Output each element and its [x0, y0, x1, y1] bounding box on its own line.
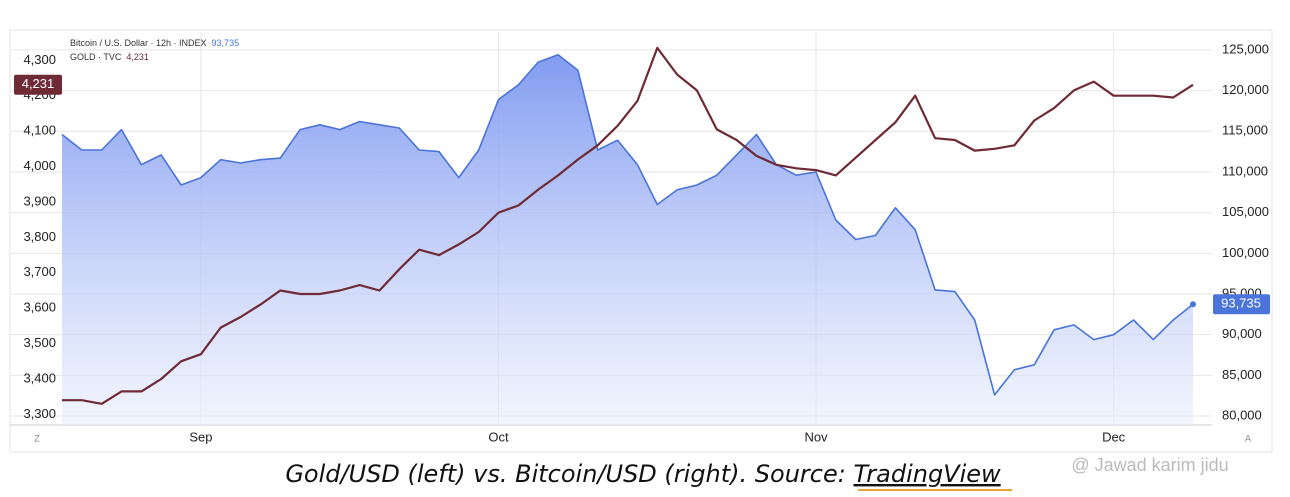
- y2-tick-label: 120,000: [1222, 82, 1269, 97]
- x-tick-label: Oct: [488, 429, 509, 444]
- value-tag: [1213, 294, 1270, 315]
- y2-tick-label: 110,000: [1222, 163, 1268, 178]
- caption: Gold/USD (left) vs. Bitcoin/USD (right).…: [285, 460, 1001, 488]
- y-tick-label: 3,900: [23, 193, 56, 208]
- legend-name: GOLD · TVC: [70, 52, 122, 62]
- value-tag: [14, 74, 62, 95]
- line: [62, 46, 1194, 405]
- chart-frame: [9, 29, 1273, 453]
- y-tick-label: 3,300: [23, 406, 56, 421]
- y2-tick-label: 105,000: [1222, 204, 1269, 219]
- y2-tick-label: 85,000: [1222, 367, 1262, 382]
- y2-tick-label: 90,000: [1222, 326, 1262, 341]
- y-tick-label: 4,300: [23, 52, 56, 67]
- value-tag-label: 93,735: [1221, 296, 1261, 311]
- x-tick-label: Nov: [804, 429, 828, 444]
- legend-entry: GOLD · TVC 4,231: [70, 52, 149, 62]
- legend-entry: Bitcoin / U.S. Dollar · 12h · INDEX 93,73…: [70, 38, 239, 48]
- y-tick-label: 3,800: [23, 229, 56, 244]
- value-tag-label: 4,231: [22, 76, 55, 91]
- y2-tick-label: 80,000: [1222, 407, 1262, 422]
- last-point: [1190, 301, 1196, 308]
- corner-label: Z: [34, 433, 40, 443]
- y2-tick-label: 100,000: [1222, 245, 1269, 260]
- y-tick-label: 4,100: [23, 123, 56, 138]
- area: [62, 54, 1193, 426]
- line: [61, 54, 1194, 396]
- legend-value: 4,231: [126, 52, 149, 62]
- y-tick-label: 3,500: [23, 335, 56, 350]
- legend-value: 93,735: [212, 38, 240, 48]
- y-tick-label: 3,700: [23, 264, 56, 279]
- x-tick-label: Sep: [189, 429, 212, 444]
- y2-tick-label: 115,000: [1222, 123, 1268, 138]
- corner-label: A: [1245, 433, 1251, 443]
- legend-name: Bitcoin / U.S. Dollar · 12h · INDEX: [70, 38, 207, 48]
- y2-tick-label: 125,000: [1222, 41, 1269, 56]
- source-link[interactable]: TradingView: [853, 460, 1001, 488]
- watermark: @ Jawad karim jidu: [1071, 455, 1228, 475]
- y-tick-label: 3,600: [23, 300, 56, 315]
- y-tick-label: 4,000: [23, 158, 56, 173]
- y-tick-label: 3,400: [23, 370, 56, 385]
- x-tick-label: Dec: [1102, 429, 1126, 444]
